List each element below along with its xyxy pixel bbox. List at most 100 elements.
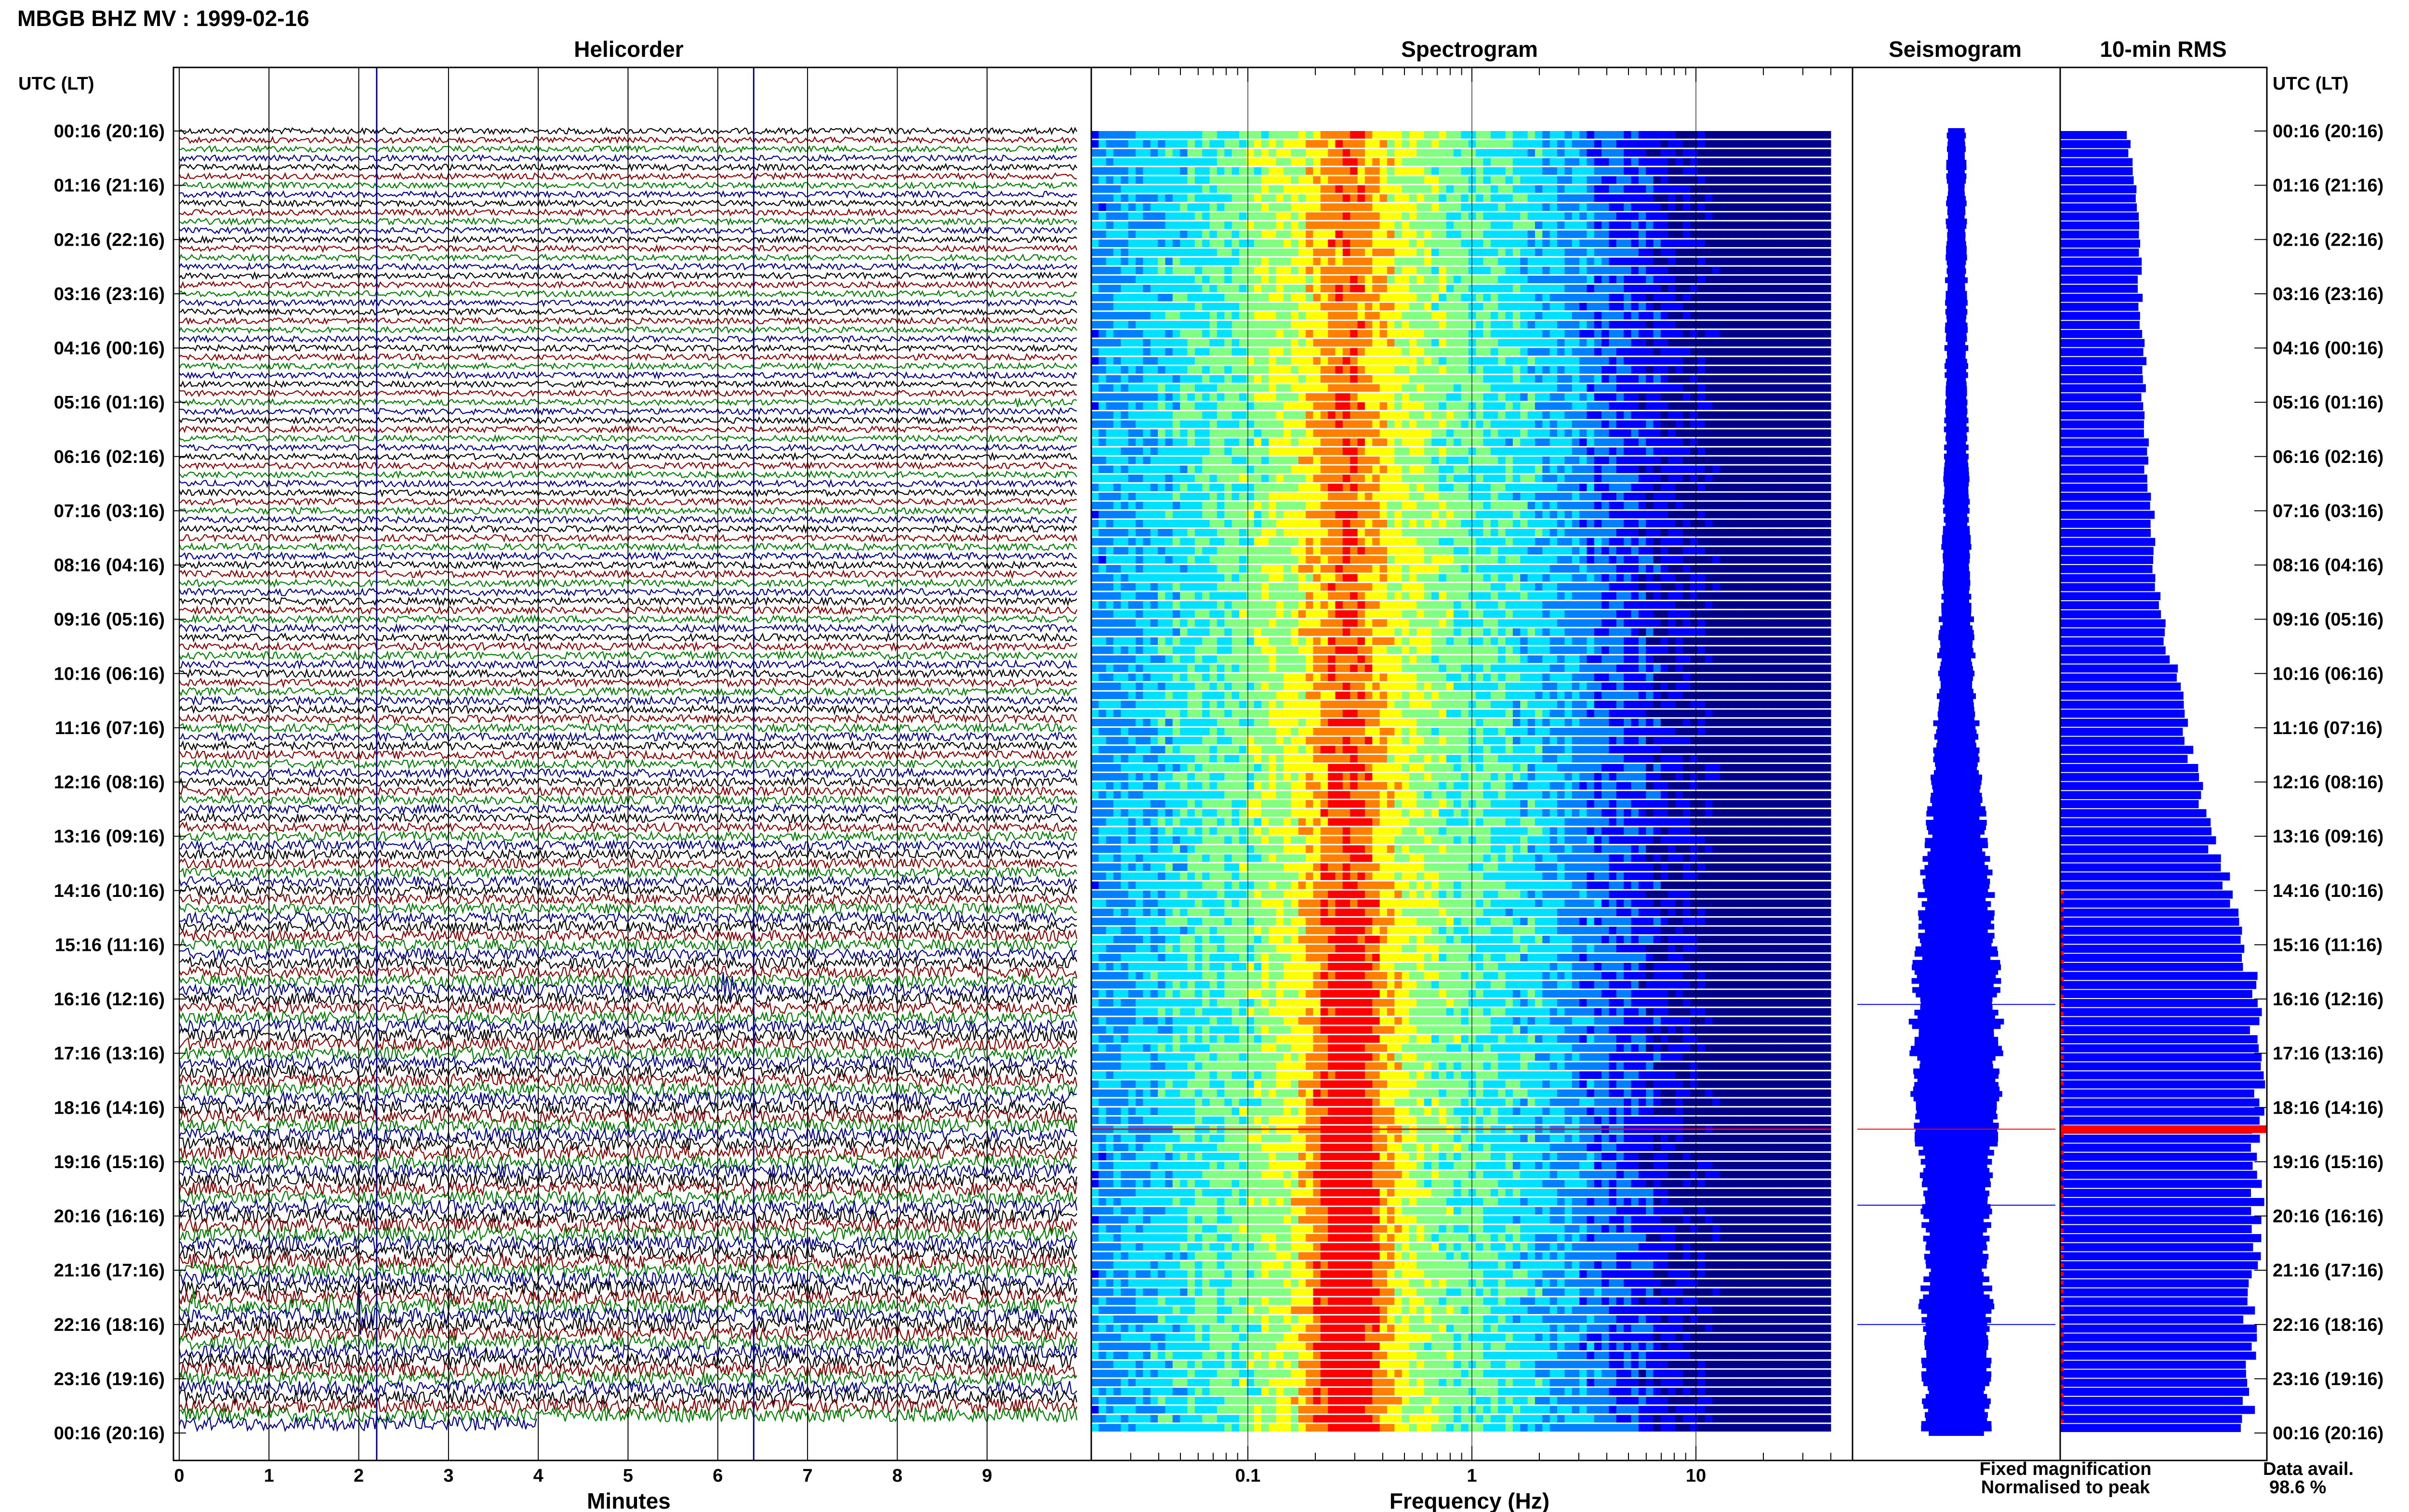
- spectrogram-cell: [1727, 140, 1735, 148]
- spectrogram-cell: [1490, 429, 1498, 437]
- spectrogram-cell: [1572, 302, 1580, 311]
- spectrogram-cell: [1594, 276, 1602, 284]
- spectrogram-cell: [1624, 420, 1632, 428]
- spectrogram-cell: [1202, 131, 1210, 139]
- spectrogram-cell: [1727, 158, 1735, 166]
- spectrogram-cell: [1416, 556, 1425, 564]
- spectrogram-cell: [1594, 167, 1602, 175]
- spectrogram-cell: [1749, 538, 1757, 546]
- spectrogram-cell: [1705, 194, 1713, 202]
- spectrogram-cell: [1542, 167, 1550, 175]
- spectrogram-cell: [1136, 511, 1143, 519]
- spectrogram-cell: [1254, 420, 1262, 428]
- spectrogram-cell: [1224, 149, 1232, 157]
- spectrogram-cell: [1202, 149, 1210, 157]
- spectrogram-cell: [1187, 465, 1195, 473]
- spectrogram-cell: [1527, 438, 1535, 446]
- spectrogram-cell: [1520, 239, 1528, 248]
- spectrogram-cell: [1217, 357, 1225, 365]
- spectrogram-cell: [1808, 203, 1816, 211]
- spectrogram-cell: [1535, 149, 1543, 157]
- spectrogram-cell: [1772, 339, 1779, 347]
- spectrogram-cell: [1284, 420, 1291, 428]
- spectrogram-cell: [1734, 411, 1743, 419]
- spectrogram-cell: [1512, 221, 1521, 229]
- spectrogram-cell: [1483, 366, 1491, 374]
- spectrogram-cell: [1313, 456, 1321, 464]
- spectrogram-cell: [1099, 158, 1107, 166]
- spectrogram-cell: [1779, 366, 1787, 374]
- spectrogram-cell: [1675, 393, 1683, 401]
- spectrogram-cell: [1557, 465, 1565, 473]
- spectrogram-cell: [1239, 366, 1247, 374]
- spectrogram-cell: [1609, 547, 1617, 555]
- spectrogram-cell: [1816, 547, 1824, 555]
- spectrogram-cell: [1801, 411, 1809, 419]
- spectrogram-cell: [1136, 465, 1143, 473]
- spectrogram-cell: [1505, 348, 1513, 356]
- spectrogram-cell: [1697, 131, 1706, 139]
- spectrogram-cell: [1224, 266, 1232, 275]
- spectrogram-cell: [1572, 330, 1580, 338]
- spectrogram-cell: [1180, 357, 1188, 365]
- spectrogram-cell: [1542, 492, 1550, 500]
- spectrogram-cell: [1675, 492, 1683, 500]
- spectrogram-cell: [1690, 285, 1698, 292]
- spectrogram-cell: [1246, 348, 1255, 356]
- spectrogram-cell: [1446, 330, 1454, 338]
- spectrogram-cell: [1616, 547, 1624, 555]
- spectrogram-cell: [1727, 194, 1735, 202]
- rms-title: 10-min RMS: [2100, 37, 2226, 62]
- spectrogram-cell: [1454, 520, 1461, 527]
- spectrogram-cell: [1602, 366, 1609, 374]
- spectrogram-cell: [1158, 393, 1165, 401]
- spectrogram-cell: [1476, 520, 1484, 527]
- spectrogram-cell: [1764, 330, 1772, 338]
- spectrogram-cell: [1372, 375, 1380, 383]
- spectrogram-cell: [1712, 266, 1721, 275]
- spectrogram-cell: [1364, 538, 1373, 546]
- spectrogram-cell: [1276, 185, 1284, 193]
- spectrogram-cell: [1291, 140, 1299, 148]
- spectrogram-cell: [1609, 276, 1617, 284]
- spectrogram-cell: [1764, 438, 1772, 446]
- spectrogram-cell: [1557, 411, 1565, 419]
- spectrogram-cell: [1143, 194, 1151, 202]
- spectrogram-cell: [1335, 194, 1343, 202]
- spectrogram-cell: [1424, 547, 1432, 555]
- spectrogram-cell: [1727, 167, 1735, 175]
- spectrogram-cell: [1128, 348, 1136, 356]
- spectrogram-cell: [1520, 302, 1528, 311]
- spectrogram-cell: [1624, 538, 1632, 546]
- spectrogram-cell: [1683, 411, 1691, 419]
- time-tick-label-right: 21:16 (17:16): [2273, 1261, 2383, 1281]
- spectrogram-cell: [1239, 212, 1247, 220]
- spectrogram-cell: [1505, 375, 1513, 383]
- spectrogram-cell: [1113, 185, 1121, 193]
- spectrogram-cell: [1150, 302, 1158, 311]
- spectrogram-cell: [1424, 276, 1432, 284]
- spectrogram-cell: [1808, 212, 1816, 220]
- spectrogram-cell: [1624, 149, 1632, 157]
- spectrogram-cell: [1158, 149, 1165, 157]
- spectrogram-cell: [1165, 176, 1173, 184]
- spectrogram-cell: [1150, 330, 1158, 338]
- spectrogram-cell: [1697, 511, 1706, 519]
- spectrogram-cell: [1631, 321, 1639, 329]
- spectrogram-cell: [1794, 339, 1802, 347]
- spectrogram-cell: [1646, 420, 1654, 428]
- spectrogram-cell: [1668, 158, 1676, 166]
- spectrogram-cell: [1816, 321, 1824, 329]
- spectrogram-cell: [1158, 293, 1165, 302]
- spectrogram-cell: [1099, 402, 1107, 410]
- spectrogram-cell: [1557, 429, 1565, 437]
- spectrogram-cell: [1512, 194, 1521, 202]
- spectrogram-cell: [1136, 393, 1143, 401]
- spectrogram-cell: [1579, 239, 1587, 248]
- spectrogram-cell: [1779, 285, 1787, 292]
- spectrogram-cell: [1320, 375, 1328, 383]
- spectrogram-cell: [1091, 447, 1099, 455]
- spectrogram-cell: [1121, 312, 1129, 320]
- spectrogram-cell: [1808, 528, 1816, 537]
- spectrogram-cell: [1254, 484, 1262, 491]
